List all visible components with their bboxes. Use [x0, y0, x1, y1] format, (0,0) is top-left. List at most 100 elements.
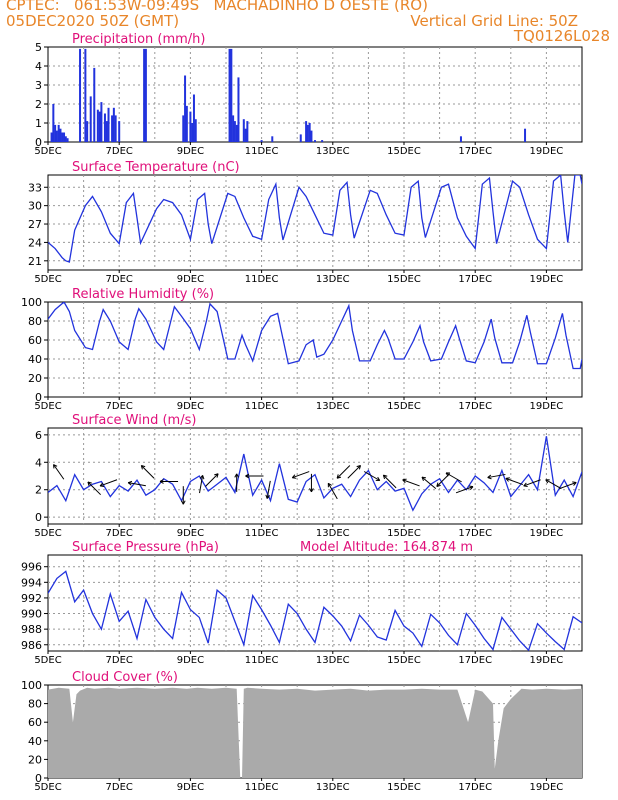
x-tick-label: 15DEC [387, 655, 421, 666]
precipitation-bar [185, 105, 188, 142]
precipitation-bar [93, 67, 96, 142]
station-header: CPTEC: 061:53W-09:49S MACHADINHO D OESTE… [6, 0, 428, 14]
y-tick-label: 5 [35, 41, 42, 54]
wind-arrow [382, 474, 397, 489]
wind-arrow [309, 473, 314, 493]
precipitation-bar [194, 119, 197, 142]
wind-arrow [402, 478, 420, 487]
precipitation-bar [86, 121, 89, 142]
x-tick-label: 9DEC [177, 655, 204, 666]
vertical-grid-note: Vertical Grid Line: 50Z [410, 12, 578, 30]
surface-pressure-title: Surface Pressure (hPa) [72, 540, 219, 555]
wind-arrow [363, 471, 381, 481]
precipitation-bar [54, 124, 57, 142]
x-tick-label: 5DEC [34, 146, 61, 157]
wind-arrow [199, 475, 205, 494]
x-tick-label: 11DEC [245, 655, 279, 666]
surface-temperature-panel: 21 24 27 30 33 5DEC 7DEC 9DEC 11DEC 13DEC 15DEC 17D… [28, 160, 583, 285]
wind-arrow [347, 465, 362, 479]
relative-humidity-line [48, 302, 582, 370]
precipitation-bar [310, 130, 313, 142]
precipitation-bar [118, 121, 121, 142]
y-tick-label: 30 [28, 200, 42, 213]
x-tick-label: 11DEC [245, 528, 279, 539]
precipitation-bar [524, 128, 527, 142]
precipitation-bar [66, 138, 69, 142]
x-tick-label: 17DEC [458, 782, 492, 793]
precipitation-bar [237, 77, 240, 142]
x-tick-label: 9DEC [177, 401, 204, 412]
precipitation-bar [228, 48, 231, 142]
y-tick-label: 990 [21, 608, 42, 621]
precipitation-bar [184, 75, 187, 142]
precipitation-bar [144, 48, 147, 142]
y-tick-label: 2 [35, 484, 42, 497]
wind-arrow [559, 481, 577, 490]
x-tick-label: 11DEC [245, 782, 279, 793]
surface-temperature-line [48, 175, 582, 263]
x-tick-label: 9DEC [177, 782, 204, 793]
wind-arrow [87, 481, 101, 496]
precipitation-bar [89, 96, 92, 142]
precipitation-bar [260, 140, 263, 142]
y-tick-label: 20 [28, 753, 42, 766]
x-tick-label: 17DEC [458, 274, 492, 285]
x-tick-label: 15DEC [387, 401, 421, 412]
surface-wind-panel: 0 2 4 6 5DEC 7DEC 9DEC 11DEC 13DEC 15DEC 17DEC 19DE… [34, 413, 583, 539]
wind-arrow [505, 477, 523, 486]
precipitation-bar [232, 115, 235, 142]
x-tick-label: 5DEC [34, 274, 61, 285]
y-tick-label: 1 [35, 117, 42, 130]
model-id: TQ0126L028 [513, 27, 610, 45]
precipitation-bar [235, 124, 238, 142]
x-tick-label: 13DEC [316, 528, 350, 539]
precipitation-bar [96, 109, 99, 142]
y-tick-label: 100 [21, 679, 42, 692]
wind-arrow [523, 479, 541, 488]
panel-frame [47, 46, 583, 143]
model-altitude: Model Altitude: 164.874 m [300, 540, 473, 555]
precipitation-bar [63, 132, 66, 142]
x-tick-label: 11DEC [245, 274, 279, 285]
x-tick-label: 11DEC [245, 146, 279, 157]
y-tick-label: 4 [35, 456, 42, 469]
wind-arrow [127, 480, 146, 487]
x-tick-label: 19DEC [530, 274, 564, 285]
precipitation-title: Precipitation (mm/h) [72, 32, 205, 47]
y-tick-label: 20 [28, 372, 42, 385]
x-tick-label: 15DEC [387, 146, 421, 157]
x-tick-label: 7DEC [106, 528, 133, 539]
x-tick-label: 9DEC [177, 274, 204, 285]
precipitation-bar [299, 134, 302, 142]
precipitation-bar [50, 132, 53, 142]
precipitation-bar [64, 136, 67, 142]
precipitation-bar [114, 115, 117, 142]
y-tick-label: 3 [35, 79, 42, 92]
precipitation-bar [84, 48, 87, 142]
cloud-cover-panel: 0 20 40 60 80 100 5DEC 7DEC 9DEC 11DEC 13DEC 15DEC 1… [21, 670, 583, 793]
precipitation-bar [182, 115, 185, 142]
precipitation-bar [314, 140, 316, 142]
precipitation-bar [233, 121, 236, 142]
x-tick-label: 17DEC [458, 528, 492, 539]
precipitation-bar [55, 130, 58, 142]
panel-frame [47, 554, 583, 652]
y-tick-label: 0 [35, 772, 42, 785]
relative-humidity-title: Relative Humidity (%) [72, 287, 214, 302]
x-tick-label: 15DEC [387, 782, 421, 793]
wind-arrow [234, 473, 240, 492]
wind-arrow [336, 465, 351, 479]
precipitation-bar [230, 48, 233, 142]
x-tick-label: 7DEC [106, 401, 133, 412]
wind-arrow [140, 465, 155, 479]
x-tick-label: 5DEC [34, 782, 61, 793]
cloud-cover-title: Cloud Cover (%) [72, 670, 178, 685]
precipitation-panel: 0 1 2 3 4 5 5DEC 7DEC 9DEC 11DEC 13DEC 15DEC 17DEC 19… [34, 32, 583, 157]
wind-arrow [445, 472, 462, 483]
x-tick-label: 11DEC [245, 401, 279, 412]
y-tick-label: 60 [28, 716, 42, 729]
y-tick-label: 24 [28, 236, 42, 249]
precipitation-bar [59, 128, 62, 142]
y-tick-label: 21 [28, 255, 42, 268]
y-tick-label: 0 [35, 136, 42, 149]
